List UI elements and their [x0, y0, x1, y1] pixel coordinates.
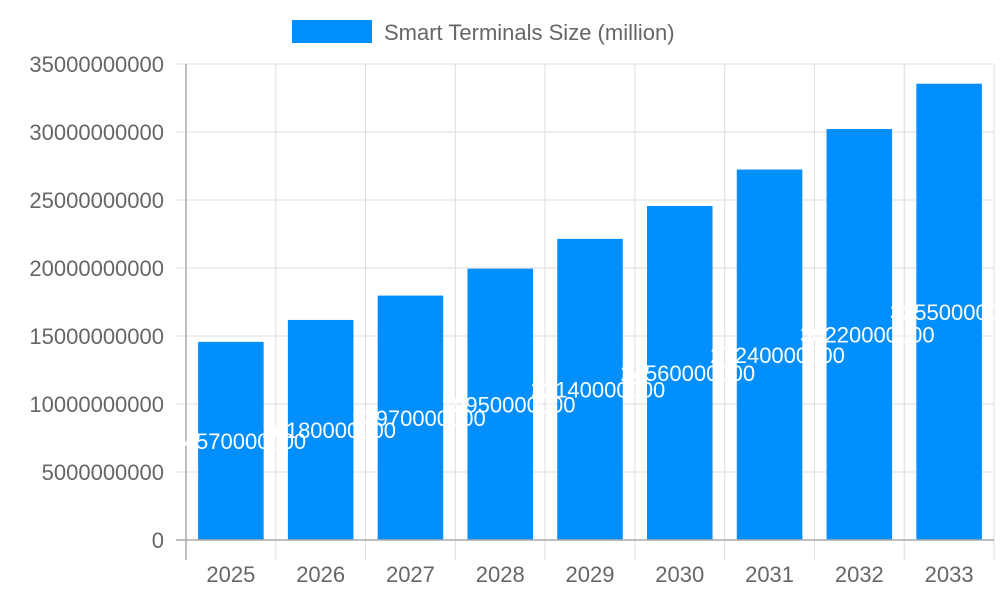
legend-swatch: [292, 20, 372, 43]
y-tick-label: 30000000000: [29, 120, 164, 145]
data-labels: 1457000000016180000000179700000001995000…: [172, 300, 1000, 454]
x-tick-label: 2030: [655, 562, 704, 587]
axes: 0 5000000000 10000000000 15000000000 2000000…: [29, 52, 994, 587]
x-tick-label: 2031: [745, 562, 794, 587]
bar-2025: [198, 341, 264, 540]
data-label: 30220000000: [800, 323, 935, 348]
y-tick-label: 20000000000: [29, 256, 164, 281]
data-label: 33550000000: [890, 300, 1000, 325]
bar-2032: [826, 129, 893, 540]
x-tick-label: 2028: [476, 562, 525, 587]
bar-2033: [916, 83, 982, 540]
x-tick-label: 2029: [566, 562, 615, 587]
x-tick-label: 2033: [925, 562, 974, 587]
y-tick-label: 5000000000: [42, 460, 164, 485]
legend[interactable]: Smart Terminals Size (million): [292, 20, 675, 45]
y-tick-label: 0: [152, 528, 164, 553]
y-tick-label: 25000000000: [29, 188, 164, 213]
x-tick-label: 2027: [386, 562, 435, 587]
y-tick-label: 15000000000: [29, 324, 164, 349]
legend-label: Smart Terminals Size (million): [384, 20, 675, 45]
data-label: 19950000000: [441, 392, 576, 417]
data-label: 16180000000: [261, 418, 396, 443]
data-label: 17970000000: [351, 406, 486, 431]
bar-2028: [467, 268, 533, 540]
x-tick-label: 2032: [835, 562, 884, 587]
bars: [198, 83, 982, 540]
bar-2030: [647, 205, 713, 540]
x-tick-label: 2026: [296, 562, 345, 587]
y-tick-label: 10000000000: [29, 392, 164, 417]
bar-2027: [377, 295, 444, 540]
data-label: 24560000000: [620, 361, 755, 386]
bar-2031: [736, 169, 803, 540]
data-label: 27240000000: [710, 343, 845, 368]
bar-2029: [557, 238, 623, 540]
data-label: 14570000000: [172, 429, 307, 454]
bar-2026: [287, 319, 354, 540]
x-tick-label: 2025: [206, 562, 255, 587]
data-label: 22140000000: [531, 377, 666, 402]
y-tick-label: 35000000000: [29, 52, 164, 77]
